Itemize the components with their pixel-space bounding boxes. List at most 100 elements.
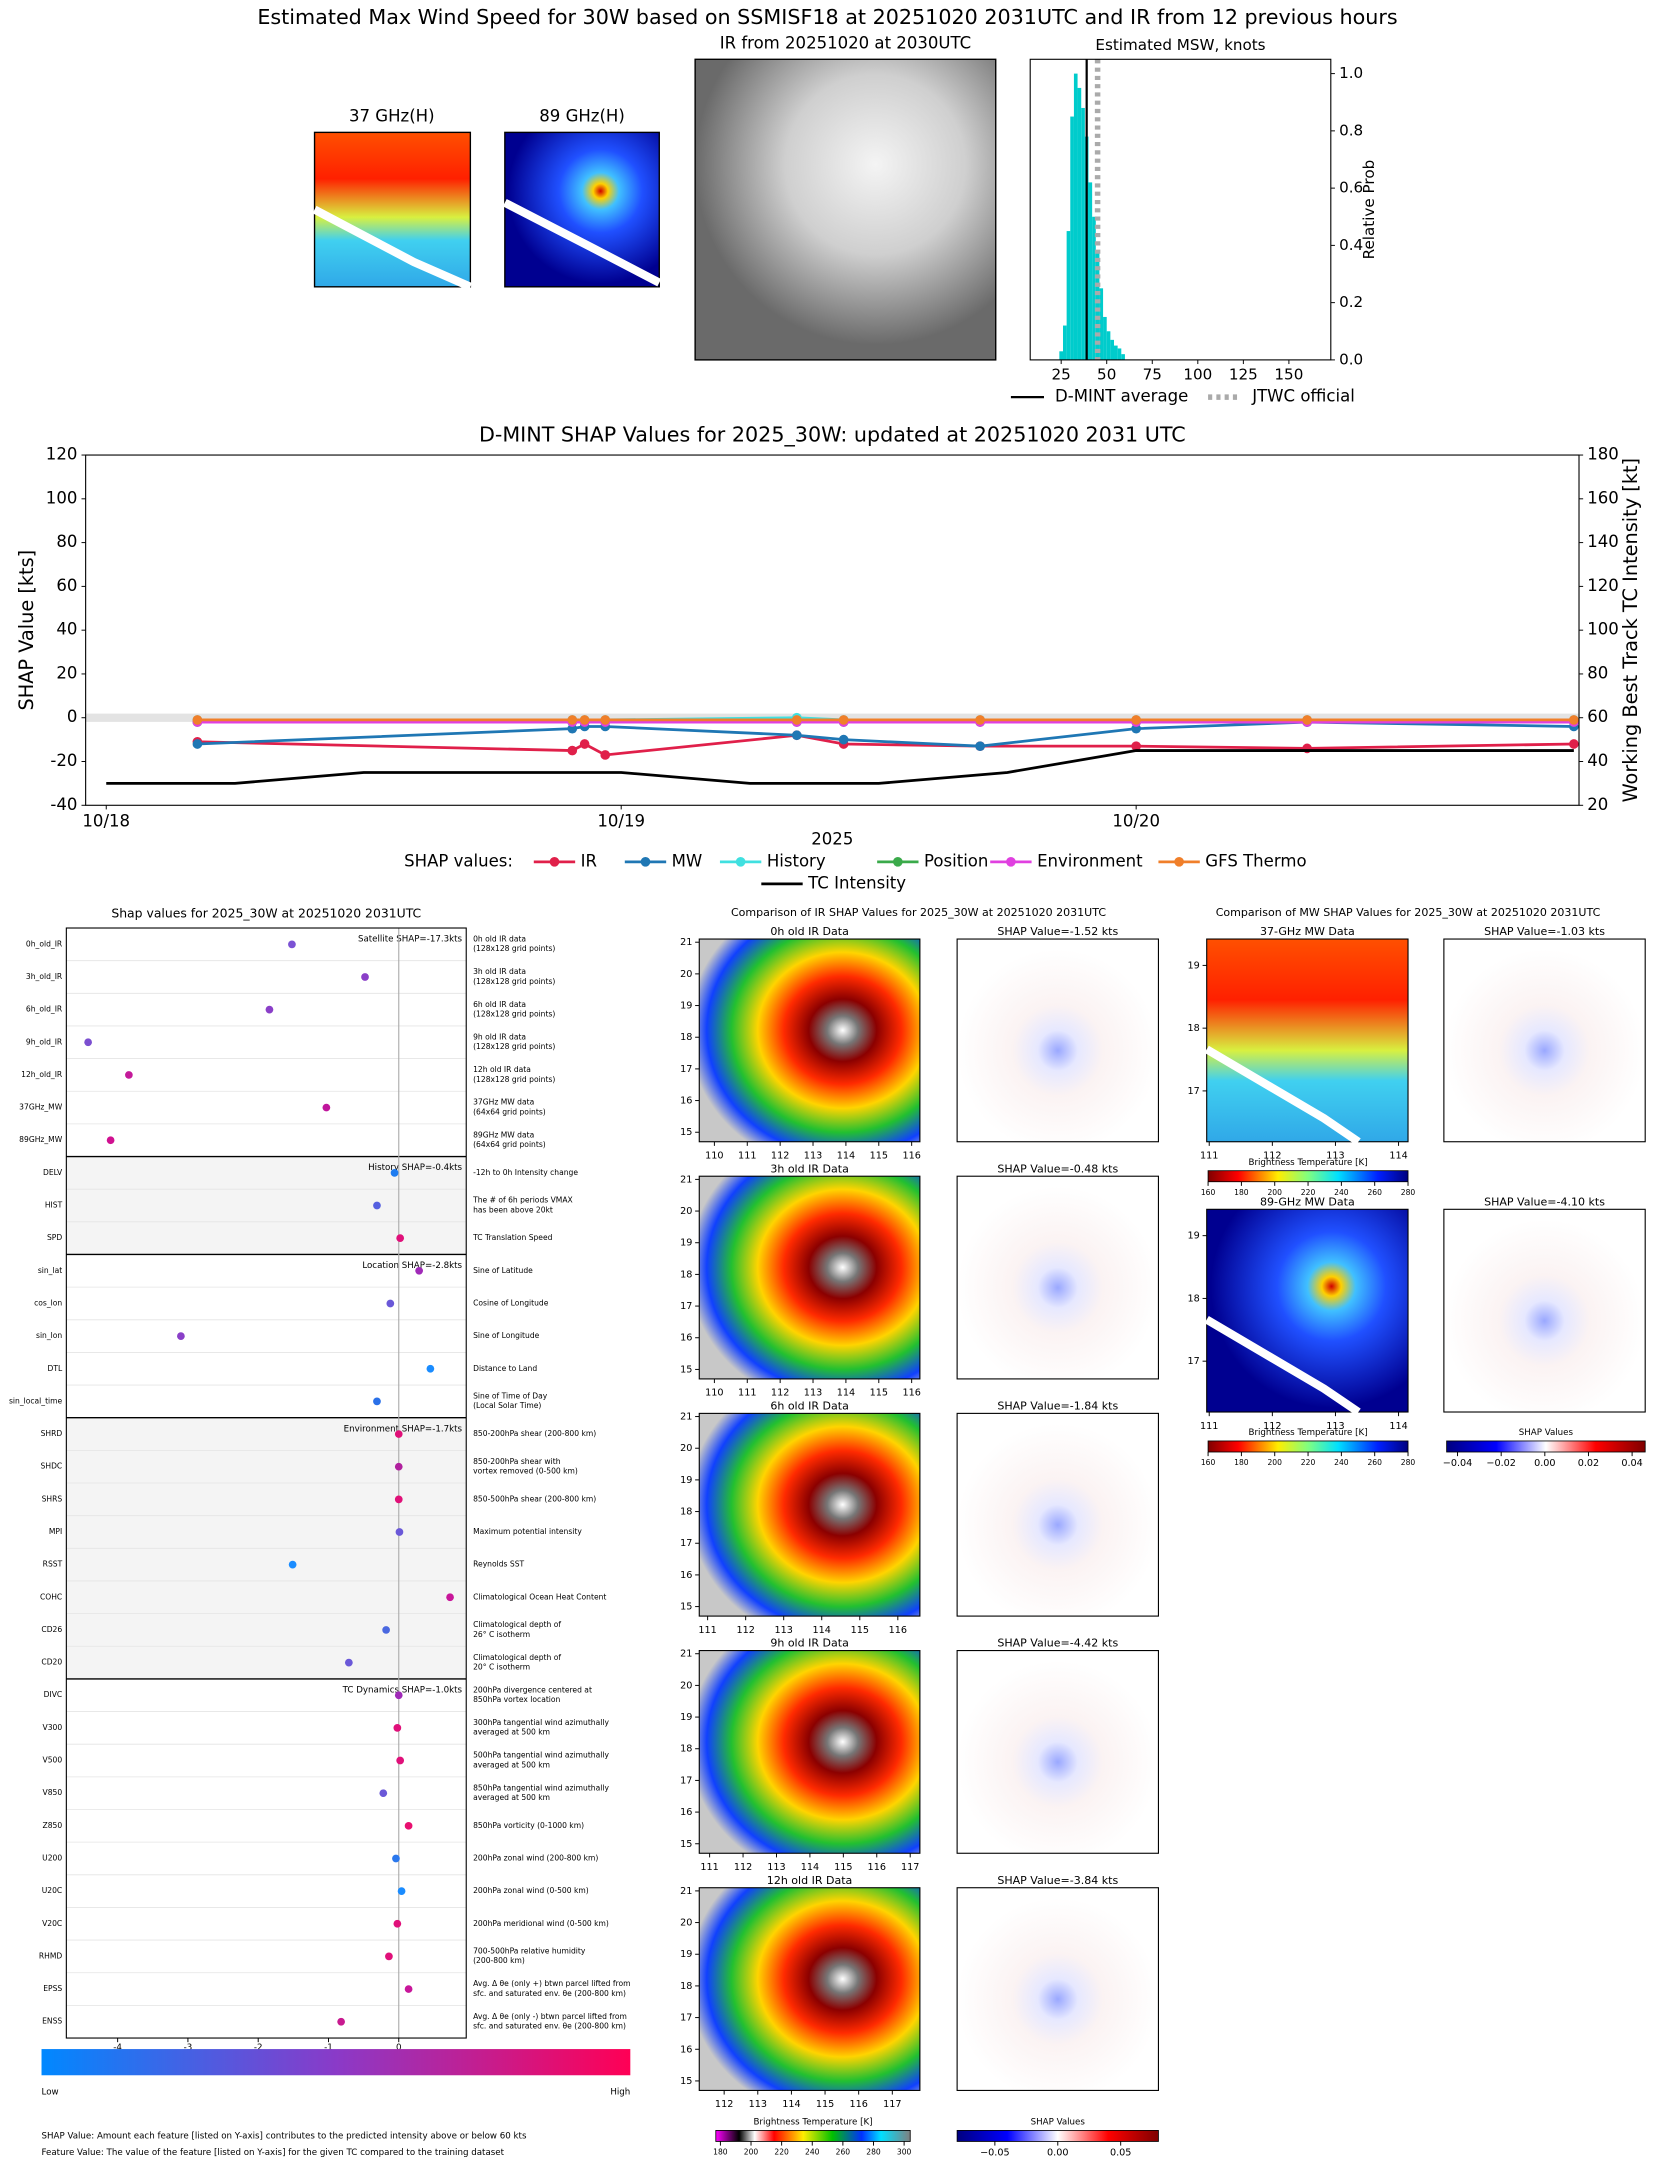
feature-description: averaged at 500 km [473,1760,550,1769]
y-axis-label: SHAP Value [kts] [15,550,38,711]
feature-description: 850hPa tangential wind azimuthally [473,1783,609,1792]
y-tick-label: 140 [1587,532,1619,551]
y-tick-label: 60 [56,576,77,595]
y-tick-label: 18 [680,1981,692,1992]
legend-swatch-marker [640,856,651,867]
feature-dot [446,1593,454,1602]
feature-description: (128x128 grid points) [473,1042,555,1051]
feature-dot [394,1691,403,1700]
x-tick-label: 10/19 [597,811,645,830]
feature-label: DELV [43,1168,63,1177]
feature-description: 200hPa zonal wind (0-500 km) [473,1886,589,1895]
y-tick-label: 19 [1188,1231,1200,1242]
image-ir [694,58,997,361]
feature-dot [385,1952,393,1961]
x-tick-label: 160 [1201,1188,1216,1197]
colorbar [956,2130,1159,2142]
x-tick-label: 0.05 [1110,2147,1131,2158]
bar [1114,345,1118,360]
series-point [975,741,985,752]
footnote: Feature Value: The value of the feature … [42,2148,505,2158]
feature-dot [373,1397,381,1406]
x-tick-label: 180 [1234,1458,1249,1467]
image-swath-edge [502,199,662,287]
feature-dot [390,1169,399,1177]
shap-image [956,1175,1159,1380]
panel-title: IR from 20251020 at 2030UTC [720,34,971,53]
x-tick-label: 0.04 [1621,1458,1642,1469]
y-tick-label: 160 [1587,488,1619,507]
colorbar-label: SHAP Values [1519,1428,1574,1438]
panel-title: SHAP Value=-3.84 kts [997,1874,1118,1887]
y-tick-label: 17 [680,1775,692,1786]
feature-description: 6h old IR data [473,1000,526,1009]
bar [1103,316,1107,360]
x-tick-label: 117 [901,1862,919,1873]
feature-label: sin_lat [38,1266,62,1275]
feature-dot [337,2017,345,2026]
y-tick-label: -40 [50,795,77,814]
x-tick-label: 112 [1263,1421,1281,1432]
series-point [600,715,611,725]
feature-description: vortex removed (0-500 km) [473,1467,578,1476]
y-tick-label: 18 [680,1032,692,1043]
x-tick-label: 111 [1200,1151,1218,1162]
y-tick-label: 180 [1587,445,1619,464]
series-line [197,733,1574,757]
x-tick-label: 10/18 [82,811,130,830]
feature-label: 37GHz_MW [19,1103,63,1112]
feature-label: 3h_old_IR [26,972,63,981]
x-tick-label: 115 [816,2099,834,2110]
x-tick-label: 112 [715,2099,733,2110]
axes-frame [65,927,467,2039]
feature-description: has been above 20kt [473,1205,553,1214]
x-tick-label: 240 [1334,1188,1349,1197]
panel-title: 89-GHz MW Data [1260,1195,1355,1208]
feature-colorbar [41,2049,631,2076]
y-tick-label: 20 [680,969,692,980]
y-tick-label: 0.6 [1339,179,1363,197]
series-point [567,745,578,756]
feature-dot [396,1756,405,1765]
x-tick-label: 280 [866,2147,881,2156]
shap-image [956,1650,1159,1854]
feature-description: 200hPa zonal wind (200-800 km) [473,1853,598,1862]
panel-title: 37-GHz MW Data [1260,925,1355,938]
feature-description: Maximum potential intensity [473,1527,582,1536]
group-annotation: Environment SHAP=-1.7kts [344,1424,463,1434]
feature-label: MPI [49,1527,62,1536]
feature-description: Distance to Land [473,1364,537,1373]
feature-dot [288,940,296,949]
shap-image [1443,938,1646,1143]
y-tick-label: 18 [680,1269,692,1280]
feature-description: 850hPa vorticity (0-1000 km) [473,1821,584,1830]
x-tick-label: 220 [1301,1458,1316,1467]
group-annotation: History SHAP=-0.4kts [368,1163,462,1173]
feature-dot [394,1462,403,1471]
feature-description: 12h old IR data [473,1065,531,1074]
y-tick-label: 20 [680,1918,692,1929]
colorbar [1207,1170,1409,1183]
legend-label: IR [581,851,598,870]
x-tick-label: 116 [868,1862,886,1873]
bar [1088,182,1093,360]
image [698,1887,921,2091]
y-tick-label: 19 [680,1712,692,1723]
panel-title: SHAP Value=-4.42 kts [997,1637,1118,1650]
x-tick-label: 113 [775,1625,793,1636]
series-point [1131,741,1141,752]
feature-description: (200-800 km) [473,1956,525,1965]
feature-label: EPSS [43,1984,62,1993]
series-point [975,715,985,725]
feature-dot [177,1332,185,1340]
x-tick-label: 114 [1389,1421,1407,1432]
y-tick-label: 21 [680,1886,692,1897]
x-tick-label: 114 [813,1625,831,1636]
x-tick-label: 0.00 [1534,1458,1555,1469]
panel-title: 3h old IR Data [770,1162,849,1175]
feature-dot [392,1854,400,1863]
y-tick-label: 0.8 [1339,121,1363,139]
legend-swatch-marker [1174,856,1184,867]
y-tick-label: 17 [680,1538,692,1549]
